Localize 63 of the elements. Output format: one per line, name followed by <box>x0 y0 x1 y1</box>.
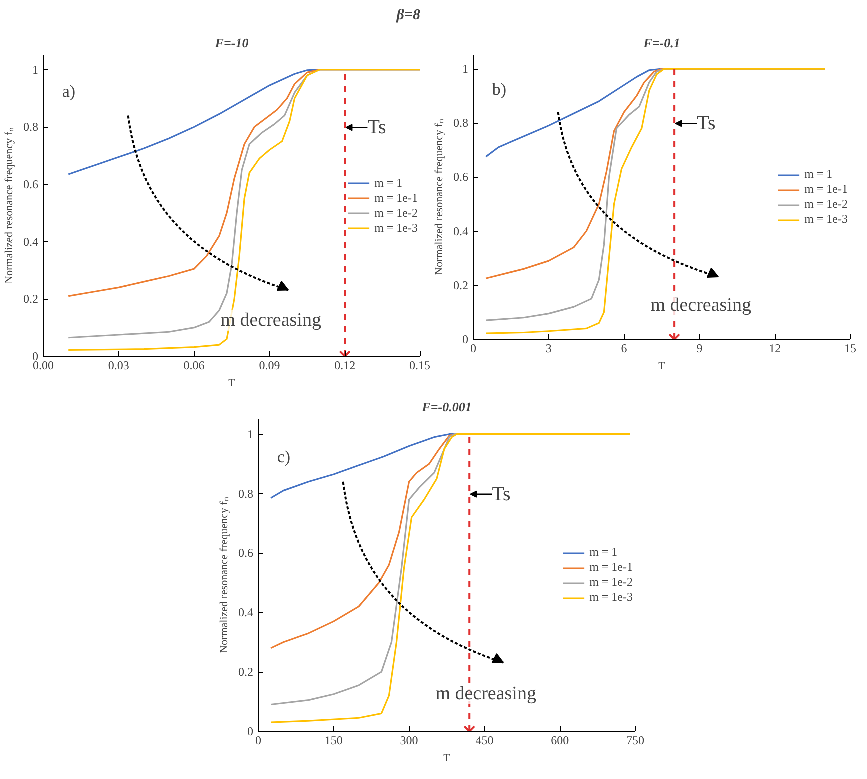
legend-label: m = 1e-1 <box>374 190 418 206</box>
y-tick-label: 0.6 <box>24 178 38 192</box>
x-axis-title: T <box>444 752 451 764</box>
annotation: b) <box>492 80 507 100</box>
annotation: m decreasing <box>436 684 537 705</box>
x-tick-label: 0.06 <box>184 358 205 372</box>
annotation: a) <box>62 82 76 102</box>
y-tick-label: 0.6 <box>238 546 254 560</box>
y-tick-label: 0.8 <box>24 120 38 134</box>
y-tick-label: 0.8 <box>238 486 254 501</box>
chart-title: F=-10 <box>214 36 250 50</box>
x-tick-label: 0.09 <box>259 358 280 372</box>
legend-label: m = 1e-3 <box>590 590 633 605</box>
ref-line-label: Ts <box>368 116 387 139</box>
legend-label: m = 1e-3 <box>374 220 418 236</box>
y-tick-label: 0.2 <box>454 278 468 292</box>
y-tick-label: 1 <box>462 62 468 76</box>
legend-label: m = 1e-3 <box>804 212 848 227</box>
y-tick-label: 0.4 <box>454 224 468 238</box>
annotation: c) <box>277 447 291 466</box>
ref-line-label: Ts <box>492 483 512 506</box>
y-tick-label: 0.2 <box>238 665 254 680</box>
x-tick-label: 12 <box>769 342 782 356</box>
chart-subtitle: β=8 <box>396 8 421 24</box>
y-axis-title: Normalized resonance frequency fₙ <box>4 128 16 284</box>
x-tick-label: 0.03 <box>108 358 130 372</box>
x-tick-label: 750 <box>626 734 644 748</box>
ref-line-label: Ts <box>697 112 716 135</box>
y-tick-label: 0 <box>248 724 254 738</box>
legend-label: m = 1 <box>590 545 618 560</box>
y-tick-label: 0.8 <box>454 116 468 130</box>
x-tick-label: 450 <box>476 734 494 748</box>
x-tick-label: 0.12 <box>334 358 356 372</box>
annotation: m decreasing <box>220 310 322 331</box>
y-axis-title: Normalized resonance frequency fₙ <box>434 120 446 276</box>
y-tick-label: 0.4 <box>238 606 254 620</box>
legend-label: m = 1e-1 <box>804 182 848 197</box>
chart-title: F=-0.001 <box>421 400 472 414</box>
chart-title: F=-0.1 <box>642 36 680 50</box>
legend-label: m = 1e-1 <box>590 560 633 575</box>
x-axis-title: T <box>658 360 666 372</box>
x-tick-label: 150 <box>324 734 343 748</box>
y-tick-label: 0 <box>462 332 468 346</box>
y-tick-label: 0.4 <box>24 234 38 249</box>
annotation: m decreasing <box>650 294 752 316</box>
y-tick-label: 1 <box>32 62 38 77</box>
x-tick-label: 600 <box>551 734 570 748</box>
y-axis-title: Normalized resonance frequency fₙ <box>218 498 230 654</box>
x-tick-label: 15 <box>844 342 856 356</box>
legend-label: m = 1e-2 <box>804 197 848 212</box>
x-tick-label: 6 <box>621 342 628 356</box>
y-tick-label: 0.6 <box>454 170 468 184</box>
legend-label: m = 1 <box>374 176 403 190</box>
x-tick-label: 0.15 <box>410 358 430 372</box>
x-axis-title: T <box>228 378 236 390</box>
legend-label: m = 1e-2 <box>590 575 633 590</box>
y-tick-label: 0.2 <box>24 292 38 306</box>
y-tick-label: 1 <box>248 427 254 442</box>
x-tick-label: 300 <box>400 734 418 748</box>
x-tick-label: 9 <box>696 342 703 356</box>
legend-label: m = 1e-2 <box>374 206 418 220</box>
legend-label: m = 1 <box>804 167 833 182</box>
x-tick-label: 3 <box>546 342 552 356</box>
